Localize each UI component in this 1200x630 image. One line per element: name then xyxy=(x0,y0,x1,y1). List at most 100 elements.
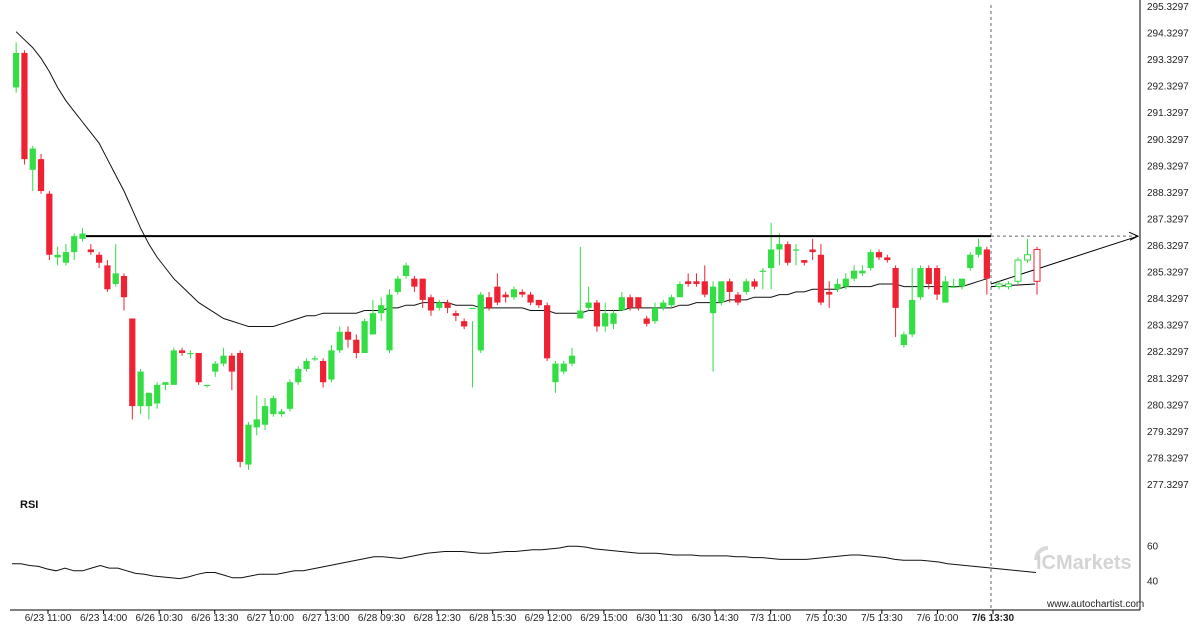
candle-body xyxy=(452,313,459,316)
time-tick-label: 6/27 10:00 xyxy=(247,613,295,624)
rsi-line xyxy=(12,545,1037,580)
watermark-logo: ICMarkets xyxy=(1034,546,1132,574)
candle-body xyxy=(709,286,717,314)
time-ticks: 6/23 11:00 6/23 14:00 6/26 10:30 6/26 13:30… xyxy=(25,610,1015,624)
candle-body xyxy=(328,350,335,380)
candle-body xyxy=(892,268,899,308)
rsi-ticks: 60 40 xyxy=(1147,541,1159,587)
price-tick-label: 293.3297 xyxy=(1147,55,1189,66)
projected-candle-body xyxy=(1005,283,1012,288)
rsi-tick-label: 40 xyxy=(1147,576,1159,587)
candle-body xyxy=(402,265,410,276)
candle-body xyxy=(237,353,244,462)
candle-body xyxy=(436,302,443,308)
candle-body xyxy=(37,159,45,192)
candle-body xyxy=(353,339,360,354)
overlay-layer xyxy=(86,231,1140,295)
projection-arrow xyxy=(990,235,1139,285)
sma-layer xyxy=(15,31,988,327)
candle-body xyxy=(79,233,86,239)
candle-body xyxy=(776,244,783,250)
candle-body xyxy=(527,294,534,303)
candle-body xyxy=(784,244,791,263)
candle-body xyxy=(170,350,177,385)
candle-body xyxy=(560,363,567,372)
time-tick-label: 7/5 10:30 xyxy=(805,613,847,624)
candle-body xyxy=(278,411,285,415)
candle-body xyxy=(427,297,435,311)
candle-body xyxy=(220,355,227,364)
candle-body xyxy=(485,297,493,308)
candle-body xyxy=(344,331,352,340)
candle-body xyxy=(867,252,874,269)
candle-body xyxy=(270,398,277,415)
projected-candle-body xyxy=(1024,254,1031,261)
candle-body xyxy=(137,371,144,407)
time-tick-label: 7/6 10:00 xyxy=(917,613,959,624)
projected-candle-body xyxy=(995,283,1003,288)
candle-body xyxy=(394,278,401,292)
candle-body xyxy=(494,286,501,303)
candle-body xyxy=(685,281,692,284)
candle-body xyxy=(411,278,418,287)
candle-body xyxy=(104,265,111,290)
candle-body xyxy=(13,52,20,88)
candle-body xyxy=(792,249,800,251)
projection-arrow-head xyxy=(1128,231,1140,241)
candle-body xyxy=(759,270,766,272)
candle-body xyxy=(693,281,700,284)
candle-body xyxy=(245,424,252,465)
candle-body xyxy=(917,268,924,298)
candle-body xyxy=(552,363,559,383)
candle-body xyxy=(875,252,883,258)
candle-body xyxy=(378,305,385,314)
candle-body xyxy=(162,382,169,385)
time-tick-label: 6/30 11:30 xyxy=(636,613,683,624)
candle-body xyxy=(751,281,758,287)
candle-body xyxy=(154,384,161,404)
candle-body xyxy=(768,249,775,269)
candle-body xyxy=(718,281,725,303)
candle-body xyxy=(295,368,302,383)
time-tick-label: 6/26 10:30 xyxy=(136,613,184,624)
time-tick-label: 6/27 13:00 xyxy=(302,613,350,624)
time-tick-label: 7/6 13:30 xyxy=(972,613,1015,624)
candle-body xyxy=(320,360,327,383)
candle-body xyxy=(535,299,542,306)
candle-body xyxy=(726,281,733,292)
candle-body xyxy=(859,270,866,274)
candle-body xyxy=(610,313,617,324)
price-tick-label: 294.3297 xyxy=(1147,29,1189,40)
candle-body xyxy=(602,313,609,327)
candle-body xyxy=(203,384,211,387)
candle-body xyxy=(369,313,377,335)
candle-body xyxy=(62,252,70,263)
candle-body xyxy=(502,294,509,298)
moving-average-line xyxy=(15,31,988,327)
price-tick-label: 281.3297 xyxy=(1147,374,1189,385)
time-tick-label: 6/26 13:30 xyxy=(191,613,239,624)
candle-body xyxy=(212,363,219,372)
candle-body xyxy=(286,382,294,409)
candle-body xyxy=(626,297,634,308)
candle-body xyxy=(668,297,675,306)
candle-body xyxy=(228,355,235,372)
candle-body xyxy=(660,302,667,308)
price-tick-label: 285.3297 xyxy=(1147,268,1189,279)
candle-body xyxy=(419,278,426,300)
candle-body xyxy=(933,268,941,295)
watermark-text: ICMarkets xyxy=(1036,552,1132,574)
candle-body xyxy=(386,294,393,351)
candle-body xyxy=(129,318,136,407)
candle-body xyxy=(311,358,318,360)
candle-body xyxy=(635,297,642,308)
candle-body xyxy=(900,334,907,346)
candle-body xyxy=(975,246,982,255)
price-tick-label: 279.3297 xyxy=(1147,427,1189,438)
time-tick-label: 6/23 14:00 xyxy=(80,613,128,624)
candle-body xyxy=(444,302,451,308)
candle-body xyxy=(145,392,153,407)
candle-body xyxy=(701,281,708,295)
